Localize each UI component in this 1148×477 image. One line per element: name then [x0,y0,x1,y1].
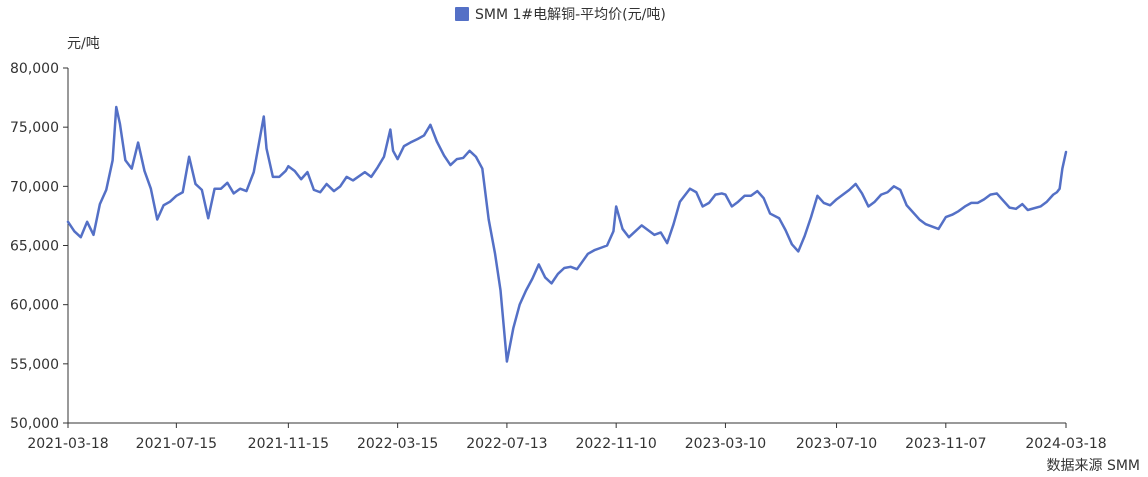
x-tick-label: 2021-07-15 [136,436,217,452]
chart-legend[interactable]: SMM 1#电解铜-平均价(元/吨) [455,7,666,23]
x-tick-label: 2022-03-15 [357,436,438,452]
x-tick-label: 2021-03-18 [27,436,108,452]
legend-swatch [455,7,469,21]
y-tick-label: 75,000 [10,120,59,136]
series-line-smm-copper-price [66,105,1068,363]
legend-series-label: SMM 1#电解铜-平均价(元/吨) [475,7,666,23]
x-tick-label: 2023-11-07 [905,436,986,452]
x-tick-label: 2021-11-15 [248,436,329,452]
y-tick-label: 60,000 [10,298,59,314]
y-tick-label: 55,000 [10,357,59,373]
y-tick-label: 65,000 [10,239,59,255]
y-axis-unit-label: 元/吨 [67,36,100,52]
x-tick-label: 2022-07-13 [466,436,547,452]
y-axis-ticks: 50,000 55,000 60,000 65,000 70,000 75,000 80,0… [10,61,68,432]
x-tick-label: 2024-03-18 [1025,436,1106,452]
data-source-label: 数据来源 SMM [1047,458,1141,474]
x-tick-label: 2022-11-10 [575,436,656,452]
x-tick-label: 2023-07-10 [796,436,877,452]
y-tick-label: 50,000 [10,416,59,432]
y-tick-label: 70,000 [10,179,59,195]
y-tick-label: 80,000 [10,61,59,77]
x-axis-ticks: 2021-03-18 2021-07-15 2021-11-15 2022-03-15… [27,423,1107,452]
x-tick-label: 2023-03-10 [685,436,766,452]
